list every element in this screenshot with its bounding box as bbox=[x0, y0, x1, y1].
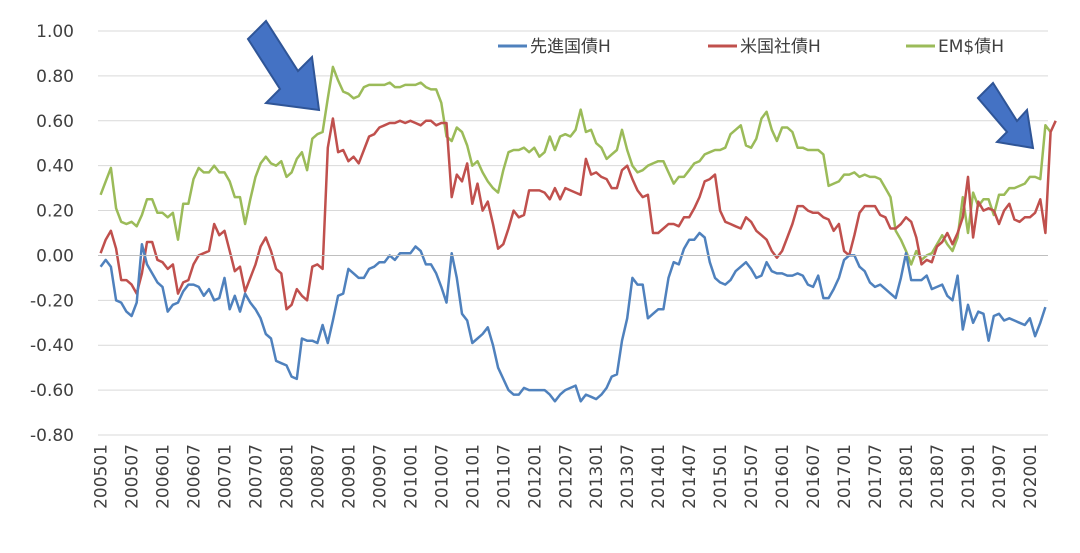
x-tick-label: 202001 bbox=[1021, 444, 1041, 509]
y-tick-label: -0.20 bbox=[30, 291, 74, 311]
series-layer bbox=[99, 65, 1057, 403]
x-tick-label: 201407 bbox=[680, 444, 700, 509]
x-tick-label: 201201 bbox=[525, 444, 545, 509]
x-tick-label: 200607 bbox=[185, 444, 205, 509]
y-tick-label: 0.00 bbox=[36, 246, 74, 266]
x-tick-label: 201007 bbox=[432, 444, 452, 509]
x-tick-label: 201301 bbox=[587, 444, 607, 509]
series-line-3 bbox=[99, 65, 1052, 266]
x-axis-tick-labels: 200501 200507 200601 200607 200701 200707 2008… bbox=[92, 444, 1041, 509]
x-tick-label: 201001 bbox=[401, 444, 421, 509]
legend-label-series-1: 先進国債H bbox=[530, 37, 611, 57]
y-tick-label: 0.80 bbox=[36, 67, 74, 87]
legend-label-series-3: EM$債H bbox=[938, 37, 1004, 57]
x-tick-label: 201401 bbox=[649, 444, 669, 509]
x-tick-label: 201607 bbox=[804, 444, 824, 509]
y-tick-label: -0.40 bbox=[30, 336, 74, 356]
x-tick-label: 201807 bbox=[928, 444, 948, 509]
x-tick-label: 201907 bbox=[990, 444, 1010, 509]
x-tick-label: 200801 bbox=[277, 444, 297, 509]
legend-label-series-2: 米国社債H bbox=[740, 37, 821, 57]
legend: 先進国債H 米国社債H EM$債H bbox=[498, 37, 1004, 57]
y-tick-label: -0.60 bbox=[30, 381, 74, 401]
x-tick-label: 200901 bbox=[339, 444, 359, 509]
y-tick-label: 0.40 bbox=[36, 157, 74, 177]
x-tick-label: 201101 bbox=[463, 444, 483, 509]
x-tick-label: 201707 bbox=[866, 444, 886, 509]
x-tick-label: 200507 bbox=[123, 444, 143, 509]
x-tick-label: 201901 bbox=[959, 444, 979, 509]
x-tick-label: 200601 bbox=[154, 444, 174, 509]
x-tick-label: 201601 bbox=[773, 444, 793, 509]
x-tick-label: 201307 bbox=[618, 444, 638, 509]
x-tick-label: 200501 bbox=[92, 444, 112, 509]
y-tick-label: 1.00 bbox=[36, 22, 74, 42]
arrow-down-right-icon bbox=[246, 19, 321, 112]
annotation-arrow-1 bbox=[246, 19, 321, 112]
x-tick-label: 201801 bbox=[897, 444, 917, 509]
arrow-down-right-icon bbox=[976, 81, 1035, 150]
annotation-arrow-2 bbox=[976, 81, 1035, 150]
x-tick-label: 200807 bbox=[308, 444, 328, 509]
x-tick-label: 200701 bbox=[215, 444, 235, 509]
gridlines bbox=[98, 30, 1048, 436]
x-tick-label: 201507 bbox=[742, 444, 762, 509]
x-tick-label: 201107 bbox=[494, 444, 514, 509]
y-tick-label: 0.20 bbox=[36, 202, 74, 222]
y-tick-label: 0.60 bbox=[36, 112, 74, 132]
y-axis-tick-labels: 1.00 0.80 0.60 0.40 0.20 0.00 -0.20 -0.40 -0.60 -… bbox=[30, 22, 74, 446]
x-tick-label: 201501 bbox=[711, 444, 731, 509]
series-line-2 bbox=[99, 117, 1057, 311]
x-tick-label: 200707 bbox=[246, 444, 266, 509]
x-tick-label: 200907 bbox=[370, 444, 390, 509]
series-line-1 bbox=[99, 231, 1047, 403]
y-tick-label: -0.80 bbox=[30, 426, 74, 446]
x-tick-label: 201701 bbox=[835, 444, 855, 509]
x-tick-label: 201207 bbox=[556, 444, 576, 509]
